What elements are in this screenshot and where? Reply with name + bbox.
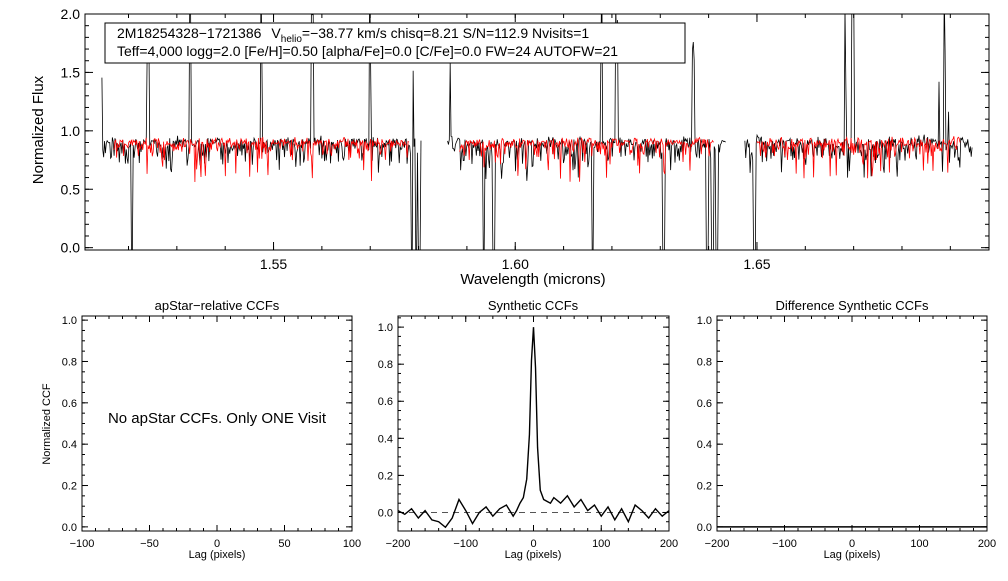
info-v-symbol: V xyxy=(271,25,281,41)
apstar-ccf-xlabel: Lag (pixels) xyxy=(189,549,246,561)
spectrum-xlabel: Wavelength (microns) xyxy=(460,271,605,288)
synthetic-ccf-xlabel: Lag (pixels) xyxy=(505,549,562,561)
y-tick-label: 0.6 xyxy=(697,398,712,410)
x-tick-label: 1.60 xyxy=(502,256,529,272)
y-tick-label: 0.0 xyxy=(62,522,77,534)
y-tick-label: 1.5 xyxy=(61,64,81,80)
info-line-1: 2M18254328−1721386 Vhelio=−38.77 km/s chi… xyxy=(117,25,589,45)
model-spectrum-line xyxy=(113,136,961,183)
synthetic-ccf-line xyxy=(398,327,669,529)
spectrum-ylabel: Normalized Flux xyxy=(30,75,47,184)
y-tick-label: 0.6 xyxy=(378,396,393,408)
x-tick-label: 100 xyxy=(910,538,928,550)
synthetic-ccf-title: Synthetic CCFs xyxy=(488,298,579,313)
y-tick-label: 0.8 xyxy=(378,359,393,371)
info-line-1-rest: =−38.77 km/s chisq=8.21 S/N=112.9 Nvisit… xyxy=(302,25,590,41)
apstar-ccf-panel: −100 −50 0 50 100 0.0 0.2 0.4 0.6 0.8 1.0 apStar−r… xyxy=(41,298,361,561)
x-tick-label: −100 xyxy=(453,538,478,550)
y-tick-label: 0.0 xyxy=(61,240,81,256)
difference-ccf-panel: −200 −100 0 100 200 0.0 0.2 0.4 0.6 0.8 1.0 Differ… xyxy=(697,298,996,561)
x-tick-label: 0 xyxy=(214,538,220,550)
y-tick-label: 0.4 xyxy=(62,439,77,451)
y-tick-label: 1.0 xyxy=(697,315,712,327)
x-tick-label: 200 xyxy=(978,538,996,550)
y-tick-label: 1.0 xyxy=(378,322,393,334)
spectrum-ticks: 1.55 1.60 1.65 0.0 0.5 1.0 1.5 2.0 xyxy=(61,6,989,272)
spectrum-info-box xyxy=(104,22,686,64)
info-star-id: 2M18254328−1721386 xyxy=(117,25,262,41)
x-tick-label: 200 xyxy=(660,538,678,550)
info-v-subscript: helio xyxy=(281,34,303,45)
difference-ccf-ticks: −200 −100 0 100 200 0.0 0.2 0.4 0.6 0.8 1.0 xyxy=(697,315,996,550)
synthetic-ccf-panel: −200 −100 0 100 200 0.0 0.2 0.4 0.6 0.8 1.0 Synthe… xyxy=(378,298,678,561)
synthetic-ccf-traces xyxy=(398,327,669,529)
no-ccf-message: No apStar CCFs. Only ONE Visit xyxy=(108,410,327,427)
x-tick-label: 1.65 xyxy=(743,256,770,272)
synthetic-ccf-ticks: −200 −100 0 100 200 0.0 0.2 0.4 0.6 0.8 1.0 xyxy=(378,316,678,550)
difference-ccf-xlabel: Lag (pixels) xyxy=(824,549,881,561)
x-tick-label: 0 xyxy=(849,538,855,550)
spectrum-frame xyxy=(84,13,990,251)
x-tick-label: −200 xyxy=(386,538,411,550)
x-tick-label: −200 xyxy=(705,538,730,550)
y-tick-label: 0.8 xyxy=(697,356,712,368)
x-tick-label: −50 xyxy=(140,538,159,550)
y-tick-label: 0.0 xyxy=(378,507,393,519)
y-tick-label: 0.2 xyxy=(697,480,712,492)
y-tick-label: 1.0 xyxy=(61,123,81,139)
apstar-ccf-title: apStar−relative CCFs xyxy=(155,298,280,313)
x-tick-label: −100 xyxy=(772,538,797,550)
spectrum-traces xyxy=(101,14,973,250)
y-tick-label: 0.2 xyxy=(378,470,393,482)
apstar-ccf-ylabel: Normalized CCF xyxy=(41,383,53,465)
y-tick-label: 2.0 xyxy=(61,6,81,22)
x-tick-label: 100 xyxy=(343,538,361,550)
x-tick-label: −100 xyxy=(70,538,95,550)
y-tick-label: 0.4 xyxy=(378,433,393,445)
x-tick-label: 50 xyxy=(278,538,290,550)
x-tick-label: 1.55 xyxy=(260,256,287,272)
y-tick-label: 0.6 xyxy=(62,398,77,410)
y-tick-label: 0.5 xyxy=(61,181,81,197)
x-tick-label: 0 xyxy=(530,538,536,550)
info-line-2: Teff=4,000 logg=2.0 [Fe/H]=0.50 [alpha/F… xyxy=(117,43,618,59)
y-tick-label: 1.0 xyxy=(62,315,77,327)
y-tick-label: 0.8 xyxy=(62,356,77,368)
y-tick-label: 0.4 xyxy=(697,439,712,451)
difference-ccf-title: Difference Synthetic CCFs xyxy=(776,298,929,313)
apstar-ccf-ticks: −100 −50 0 50 100 0.0 0.2 0.4 0.6 0.8 1.0 xyxy=(62,315,361,550)
y-tick-label: 0.2 xyxy=(62,480,77,492)
y-tick-label: 0.0 xyxy=(697,522,712,534)
x-tick-label: 100 xyxy=(592,538,610,550)
spectrum-panel: 1.55 1.60 1.65 0.0 0.5 1.0 1.5 2.0 Wavelength (… xyxy=(30,6,990,288)
